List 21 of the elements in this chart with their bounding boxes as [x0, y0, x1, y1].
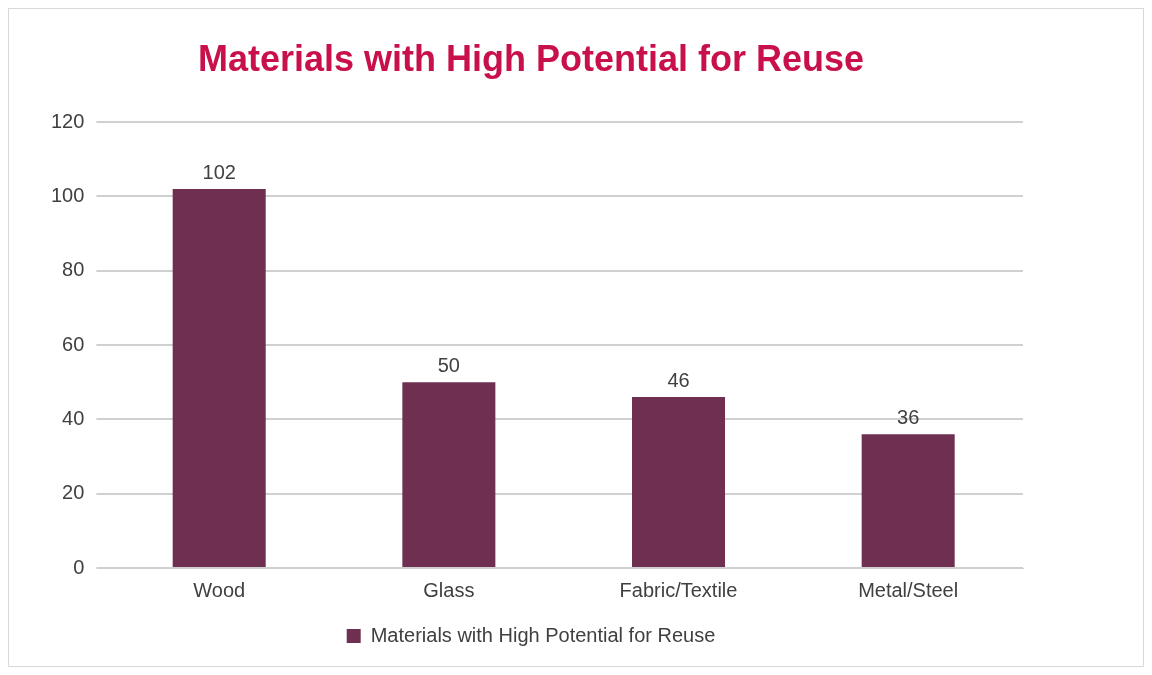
y-tick-label: 100: [50, 184, 85, 207]
y-tick-label: 20: [62, 481, 85, 504]
y-tick-label: 120: [50, 109, 85, 132]
data-label: 46: [667, 368, 690, 391]
x-tick-label: Wood: [193, 578, 246, 601]
x-tick-label: Fabric/Textile: [619, 578, 738, 601]
x-tick-label: Metal/Steel: [858, 578, 959, 601]
chart-title: Materials with High Potential for Reuse: [197, 37, 865, 79]
bar: [861, 434, 955, 567]
y-tick-label: 0: [73, 555, 85, 578]
legend-label: Materials with High Potential for Reuse: [370, 623, 716, 646]
y-tick-label: 80: [62, 258, 85, 281]
bar: [632, 397, 726, 567]
x-tick-label: Glass: [423, 578, 475, 601]
y-tick-label: 60: [62, 332, 85, 355]
y-tick-label: 40: [62, 406, 85, 429]
data-label: 36: [897, 405, 920, 428]
data-label: 102: [202, 160, 236, 183]
bar: [402, 382, 496, 567]
bar: [172, 189, 266, 567]
data-label: 50: [437, 353, 460, 376]
